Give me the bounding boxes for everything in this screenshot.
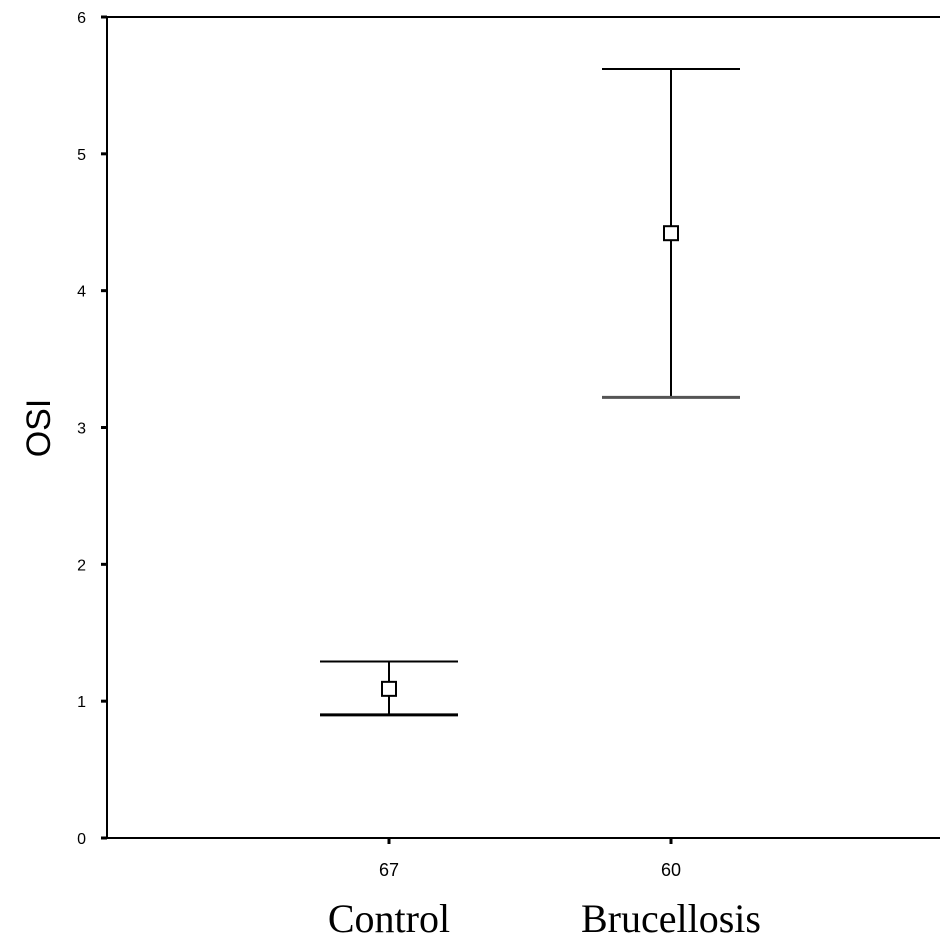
x-ticks: 67 Control 60 Brucellosis <box>328 838 761 935</box>
y-tick-label: 3 <box>77 421 86 438</box>
category-label: Brucellosis <box>581 896 761 935</box>
y-tick-label: 6 <box>77 10 86 27</box>
y-tick-label: 0 <box>77 831 86 848</box>
y-tick-label: 1 <box>77 694 86 711</box>
mean-marker <box>381 680 397 697</box>
mean-marker <box>663 225 679 242</box>
n-label: 60 <box>661 860 681 880</box>
y-ticks: 0 1 2 3 4 5 6 <box>77 10 107 848</box>
y-tick-label: 4 <box>77 284 86 301</box>
n-label: 67 <box>379 860 399 880</box>
error-bar-control <box>320 660 458 717</box>
category-label: Control <box>328 896 450 935</box>
y-axis-title: OSI <box>20 399 58 458</box>
error-bar-brucellosis <box>602 67 740 399</box>
y-tick-label: 2 <box>77 557 86 574</box>
error-bars <box>320 67 740 717</box>
y-tick-label: 5 <box>77 147 86 164</box>
